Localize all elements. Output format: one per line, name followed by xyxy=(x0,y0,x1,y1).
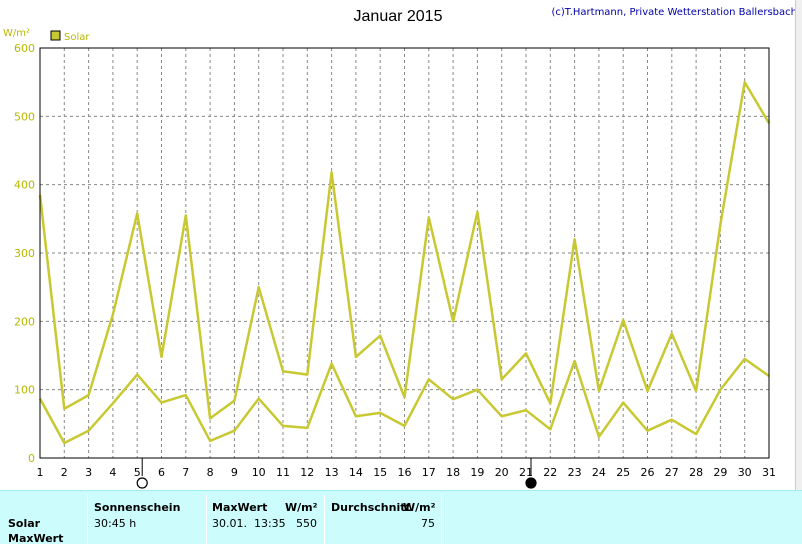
chart-title: Januar 2015 xyxy=(354,8,443,25)
row-label-maxwert: MaxWert xyxy=(8,532,64,545)
series-line-daily-max xyxy=(38,80,771,420)
legend-label: Solar xyxy=(64,32,90,43)
y-tick-label: 600 xyxy=(14,42,35,55)
x-tick-label: 13 xyxy=(325,466,339,479)
y-tick-label: 200 xyxy=(14,315,35,328)
x-tick-label: 28 xyxy=(689,466,703,479)
x-tick-label: 16 xyxy=(398,466,412,479)
y-axis-ticks: 0 100 200 300 400 500 600 xyxy=(14,42,35,465)
x-tick-label: 8 xyxy=(207,466,214,479)
plot-frame xyxy=(39,47,770,459)
maxwert-header: MaxWert xyxy=(212,501,268,514)
x-tick-label: 22 xyxy=(543,466,557,479)
stats-separator xyxy=(87,495,88,544)
maxwert-datetime: 30.01. 13:35 xyxy=(212,517,286,530)
stats-separator xyxy=(324,495,325,544)
x-tick-label: 31 xyxy=(762,466,776,479)
x-tick-label: 5 xyxy=(134,466,141,479)
x-tick-label: 11 xyxy=(276,466,290,479)
series-lines xyxy=(38,80,771,445)
vertical-scrollbar[interactable] xyxy=(795,0,802,490)
x-tick-label: 1 xyxy=(37,466,44,479)
maxwert-unit: W/m² xyxy=(285,501,318,514)
x-tick-label: 10 xyxy=(252,466,266,479)
stats-separator xyxy=(206,495,207,544)
x-tick-label: 4 xyxy=(109,466,116,479)
solar-chart: Januar 2015 (c)T.Hartmann, Private Wette… xyxy=(3,7,797,489)
durchschnitt-header: Durchschnitt xyxy=(331,501,411,514)
x-tick-label: 24 xyxy=(592,466,606,479)
x-axis-ticks: 1 2 3 4 5 6 7 8 9 10 11 12 13 14 15 16 17 18 19 20 21 22 23 24 2… xyxy=(37,466,777,479)
row-label-solar: Solar xyxy=(8,517,41,530)
x-tick-label: 30 xyxy=(738,466,752,479)
x-tick-label: 29 xyxy=(713,466,727,479)
x-tick-label: 17 xyxy=(422,466,436,479)
y-tick-label: 400 xyxy=(14,179,35,192)
credit-text: (c)T.Hartmann, Private Wetterstation Bal… xyxy=(551,7,797,18)
y-axis-unit: W/m² xyxy=(3,28,30,39)
moon-phase-markers xyxy=(136,458,537,489)
x-tick-label: 14 xyxy=(349,466,363,479)
durchschnitt-value: 75 xyxy=(421,517,435,530)
x-tick-label: 2 xyxy=(61,466,68,479)
legend-swatch xyxy=(50,30,61,41)
maxwert-value: 550 xyxy=(296,517,317,530)
y-tick-label: 300 xyxy=(14,247,35,260)
series-line-daily-mean xyxy=(38,357,770,445)
x-tick-label: 15 xyxy=(373,466,387,479)
x-tick-label: 9 xyxy=(231,466,238,479)
sonnenschein-header: Sonnenschein xyxy=(94,501,181,514)
x-tick-label: 20 xyxy=(495,466,509,479)
x-tick-label: 7 xyxy=(182,466,189,479)
x-tick-label: 6 xyxy=(158,466,165,479)
x-tick-label: 12 xyxy=(300,466,314,479)
x-tick-label: 3 xyxy=(85,466,92,479)
y-tick-label: 100 xyxy=(14,384,35,397)
x-tick-label: 26 xyxy=(641,466,655,479)
x-tick-label: 23 xyxy=(568,466,582,479)
x-tick-label: 18 xyxy=(446,466,460,479)
y-tick-label: 500 xyxy=(14,110,35,123)
stats-panel: Sonnenschein MaxWert W/m² Durchschnitt W… xyxy=(0,490,802,545)
chart-grid xyxy=(40,48,769,458)
durchschnitt-unit: W/m² xyxy=(403,501,436,514)
x-tick-label: 27 xyxy=(665,466,679,479)
x-tick-label: 25 xyxy=(616,466,630,479)
y-tick-label: 0 xyxy=(28,452,35,465)
new-moon-icon xyxy=(525,477,537,489)
stats-separator xyxy=(441,495,442,544)
x-tick-label: 19 xyxy=(470,466,484,479)
sonnenschein-value: 30:45 h xyxy=(94,517,137,530)
full-moon-icon xyxy=(136,477,148,489)
x-tick-label: 21 xyxy=(519,466,533,479)
